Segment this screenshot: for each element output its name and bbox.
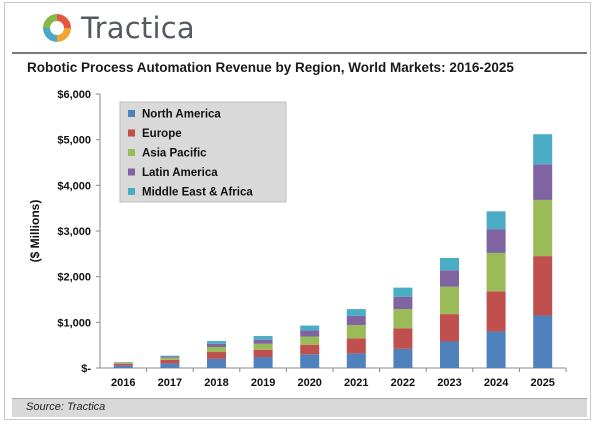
- legend-swatch: [128, 149, 135, 156]
- bar-segment: [486, 211, 506, 230]
- x-tick-label: 2019: [251, 377, 275, 389]
- bar-segment: [253, 339, 273, 344]
- bar-segment: [207, 346, 226, 353]
- bar-segment: [393, 287, 413, 297]
- bar-segment: [113, 363, 133, 366]
- bar-segment: [300, 325, 320, 331]
- bar-segment: [253, 357, 273, 368]
- x-tick-label: 2024: [484, 377, 509, 389]
- y-tick-label: $6,000: [57, 89, 91, 101]
- bar-segment: [160, 357, 180, 360]
- bar-segment: [393, 328, 413, 349]
- x-tick-label: 2025: [530, 377, 554, 389]
- bar-segment: [346, 338, 366, 354]
- legend-label: Latin America: [142, 167, 218, 179]
- legend-swatch: [128, 110, 135, 117]
- bar-segment: [346, 309, 366, 316]
- bar-segment: [393, 296, 413, 310]
- y-tick-label: $1,000: [57, 317, 91, 329]
- y-tick-label: $2,000: [57, 272, 91, 284]
- bar-segment: [113, 362, 133, 364]
- legend-swatch: [128, 188, 135, 195]
- bar-segment: [393, 309, 413, 329]
- x-tick-label: 2016: [111, 377, 135, 389]
- bar-segment: [300, 330, 320, 337]
- legend-box: [119, 101, 287, 203]
- bar-segment: [440, 257, 459, 271]
- legend-swatch: [128, 129, 135, 137]
- bar-segment: [113, 365, 133, 368]
- legend-label: Europe: [142, 128, 182, 140]
- bar-segment: [533, 199, 553, 257]
- x-tick-label: 2017: [158, 377, 182, 389]
- bar-segment: [300, 354, 320, 368]
- bar-segment: [440, 314, 459, 342]
- bar-segment: [533, 164, 553, 200]
- brand-name: Tractica: [81, 11, 195, 45]
- bar-segment: [486, 252, 506, 292]
- bar-segment: [440, 270, 459, 287]
- y-tick-label: $3,000: [57, 226, 91, 238]
- bar-segment: [207, 352, 226, 359]
- legend-label: Asia Pacific: [142, 148, 207, 160]
- bar-segment: [486, 291, 506, 332]
- legend-swatch: [128, 168, 135, 176]
- brand-logo: Tractica: [40, 10, 195, 46]
- bar-segment: [160, 356, 180, 358]
- source-bar: Source: Tractica: [12, 398, 587, 417]
- bar-segment: [346, 353, 366, 368]
- bar-segment: [393, 348, 413, 368]
- x-tick-label: 2018: [204, 377, 228, 389]
- bar-segment: [440, 286, 459, 315]
- bar-segment: [253, 336, 273, 340]
- bar-segment: [253, 349, 273, 358]
- y-axis-label: ($ Millions): [28, 200, 42, 263]
- tractica-logo-icon: [43, 14, 71, 42]
- x-tick-label: 2020: [297, 377, 321, 389]
- bar-segment: [533, 134, 553, 165]
- y-tick-label: $4,000: [57, 180, 91, 192]
- bar-segment: [207, 341, 226, 344]
- x-tick-label: 2022: [391, 377, 415, 389]
- y-tick-label: $5,000: [57, 135, 91, 147]
- source-text: Source: Tractica: [26, 401, 106, 413]
- x-tick-label: 2021: [344, 377, 368, 389]
- header-divider: [12, 52, 587, 54]
- bar-segment: [160, 355, 180, 357]
- bar-segment: [160, 359, 180, 364]
- bar-segment: [160, 363, 180, 368]
- bar-segment: [440, 341, 459, 368]
- bar-segment: [207, 358, 226, 368]
- bar-segment: [300, 344, 320, 355]
- legend-label: North America: [142, 109, 221, 121]
- bar-segment: [346, 315, 366, 326]
- y-tick-label: $-: [81, 363, 91, 375]
- bar-segment: [533, 256, 553, 316]
- bar-segment: [300, 336, 320, 345]
- bar-segment: [207, 343, 226, 347]
- bar-segment: [346, 325, 366, 339]
- chart-title: Robotic Process Automation Revenue by Re…: [27, 60, 514, 75]
- x-tick-label: 2023: [437, 377, 461, 389]
- legend-label: Middle East & Africa: [142, 187, 253, 199]
- bar-segment: [486, 331, 506, 368]
- bar-segment: [253, 343, 273, 350]
- bar-segment: [533, 315, 553, 368]
- bar-segment: [486, 229, 506, 253]
